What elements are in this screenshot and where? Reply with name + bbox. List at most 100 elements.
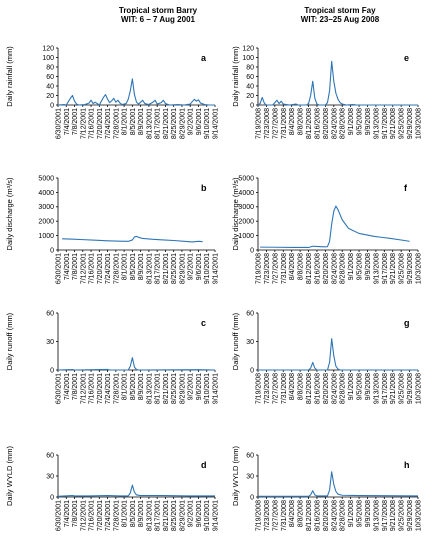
y-tick-label: 4000 [38, 190, 54, 197]
x-tick-label: 7/23/2008 [264, 500, 271, 531]
x-tick-label: 9/21/2008 [390, 108, 397, 139]
x-tick-label: 7/20/2001 [97, 500, 104, 531]
x-tick-label: 8/12/2008 [306, 108, 313, 139]
x-tick-label: 10/3/2008 [416, 108, 423, 139]
x-tick-label: 9/1/2008 [348, 373, 355, 400]
column-title-barry: Tropical storm Barry WIT: 6 – 7 Aug 2001 [78, 6, 238, 24]
series-line [62, 235, 203, 243]
x-tick-label: 8/25/2001 [171, 108, 178, 139]
x-tick-label: 8/21/2001 [163, 253, 170, 284]
x-tick-label: 7/23/2008 [264, 108, 271, 139]
x-tick-label: 8/20/2008 [323, 108, 330, 139]
y-tick-label: 120 [242, 45, 254, 52]
x-tick-label: 9/5/2008 [357, 108, 364, 135]
x-tick-label: 8/5/2001 [130, 373, 137, 400]
x-tick-label: 9/14/2001 [213, 108, 220, 139]
x-tick-label: 8/9/2001 [138, 500, 145, 527]
y-axis-label: Daily rainfall (mm) [5, 46, 14, 107]
x-tick-label: 8/9/2001 [138, 373, 145, 400]
x-tick-label: 9/9/2008 [365, 108, 372, 135]
x-tick-label: 7/8/2001 [72, 373, 79, 400]
x-tick-label: 9/9/2008 [365, 253, 372, 280]
x-tick-label: 8/25/2001 [171, 500, 178, 531]
y-tick-label: 5000 [238, 175, 254, 182]
y-axis-label: Daily runoff (mm) [231, 312, 240, 370]
x-tick-label: 7/4/2001 [64, 500, 71, 527]
x-tick-label: 7/4/2001 [64, 373, 71, 400]
x-tick-label: 6/30/2001 [56, 108, 63, 139]
y-axis-label: Daily rainfall (mm) [231, 46, 240, 107]
series-line [57, 484, 215, 497]
x-tick-label: 9/29/2008 [407, 253, 414, 284]
panel-letter: g [404, 318, 410, 328]
y-tick-label: 40 [46, 83, 54, 90]
x-tick-label: 8/1/2001 [122, 253, 129, 280]
x-tick-label: 7/12/2001 [80, 500, 87, 531]
x-tick-label: 8/16/2008 [314, 373, 321, 404]
x-tick-label: 9/17/2008 [382, 108, 389, 139]
x-tick-label: 8/29/2001 [179, 108, 186, 139]
x-tick-label: 7/24/2001 [105, 373, 112, 404]
panel-h: 0 30 60 7/19/2008 7/23/2008 7/27/2008 7/31/200… [231, 446, 423, 532]
x-tick-label: 8/1/2001 [122, 108, 129, 135]
y-tick-label: 30 [46, 473, 54, 480]
x-tick-label: 9/5/2008 [357, 373, 364, 400]
x-tick-label: 10/3/2008 [416, 500, 423, 531]
x-tick-label: 8/20/2008 [323, 500, 330, 531]
x-tick-label: 9/25/2008 [399, 500, 406, 531]
x-tick-label: 9/5/2008 [357, 500, 364, 527]
x-tick-label: 7/28/2001 [113, 253, 120, 284]
panel-e: 0 20 40 60 80 100 120 7/19/2008 7/23/2008 7/27/20… [231, 45, 423, 139]
panel-g: 0 30 60 7/19/2008 7/23/2008 7/27/2008 7/31/200… [231, 310, 423, 404]
y-axis-label: Daily discharge (m³/s) [231, 177, 240, 250]
series-line [57, 357, 216, 371]
y-tick-label: 100 [242, 55, 254, 62]
x-tick-label: 8/16/2008 [314, 253, 321, 284]
x-tick-label: 9/9/2008 [365, 500, 372, 527]
x-tick-label: 8/13/2001 [146, 373, 153, 404]
x-tick-label: 7/8/2001 [72, 253, 79, 280]
column-title-barry-storm: Tropical storm Barry [118, 6, 198, 15]
y-axis-label: Daily WYLD (mm) [231, 446, 240, 506]
x-tick-label: 7/27/2008 [272, 373, 279, 404]
x-tick-label: 8/5/2001 [130, 500, 137, 527]
column-title-fay-wit: WIT: 23–25 Aug 2008 [300, 15, 380, 24]
y-tick-label: 0 [250, 247, 254, 254]
x-tick-label: 8/1/2001 [122, 373, 129, 400]
x-tick-label: 7/24/2001 [105, 500, 112, 531]
panel-a: 0 20 40 60 80 100 120 6/30/2001 7/4/2001 7/8/2001… [5, 45, 220, 139]
x-tick-label: 7/19/2008 [256, 253, 263, 284]
x-tick-label: 9/13/2008 [373, 373, 380, 404]
y-tick-label: 0 [250, 102, 254, 109]
x-tick-label: 9/14/2001 [213, 500, 220, 531]
x-tick-label: 8/21/2001 [163, 108, 170, 139]
y-tick-label: 0 [50, 494, 54, 501]
series-line [258, 471, 419, 497]
x-tick-label: 7/4/2001 [64, 253, 71, 280]
column-title-fay: Tropical storm Fay WIT: 23–25 Aug 2008 [255, 6, 425, 24]
x-tick-label: 9/1/2008 [348, 253, 355, 280]
x-tick-label: 8/24/2008 [331, 108, 338, 139]
y-axis-label: Daily WYLD (mm) [5, 446, 14, 506]
y-tick-label: 2000 [238, 219, 254, 226]
x-tick-label: 8/8/2008 [298, 373, 305, 400]
x-tick-label: 7/8/2001 [72, 108, 79, 135]
x-tick-label: 9/13/2008 [373, 253, 380, 284]
x-tick-label: 8/4/2008 [289, 373, 296, 400]
x-tick-label: 8/8/2008 [298, 108, 305, 135]
y-tick-label: 30 [46, 339, 54, 346]
x-tick-label: 8/1/2001 [122, 500, 129, 527]
x-tick-label: 8/17/2001 [155, 373, 162, 404]
x-tick-label: 7/20/2001 [97, 253, 104, 284]
x-tick-label: 9/29/2008 [407, 108, 414, 139]
y-axis-label: Daily discharge (m³/s) [5, 177, 14, 250]
x-tick-label: 8/29/2001 [179, 500, 186, 531]
x-tick-label: 8/4/2008 [289, 108, 296, 135]
x-tick-label: 9/29/2008 [407, 500, 414, 531]
x-tick-label: 8/16/2008 [314, 108, 321, 139]
y-tick-label: 60 [46, 74, 54, 81]
panel-letter: h [404, 460, 410, 470]
